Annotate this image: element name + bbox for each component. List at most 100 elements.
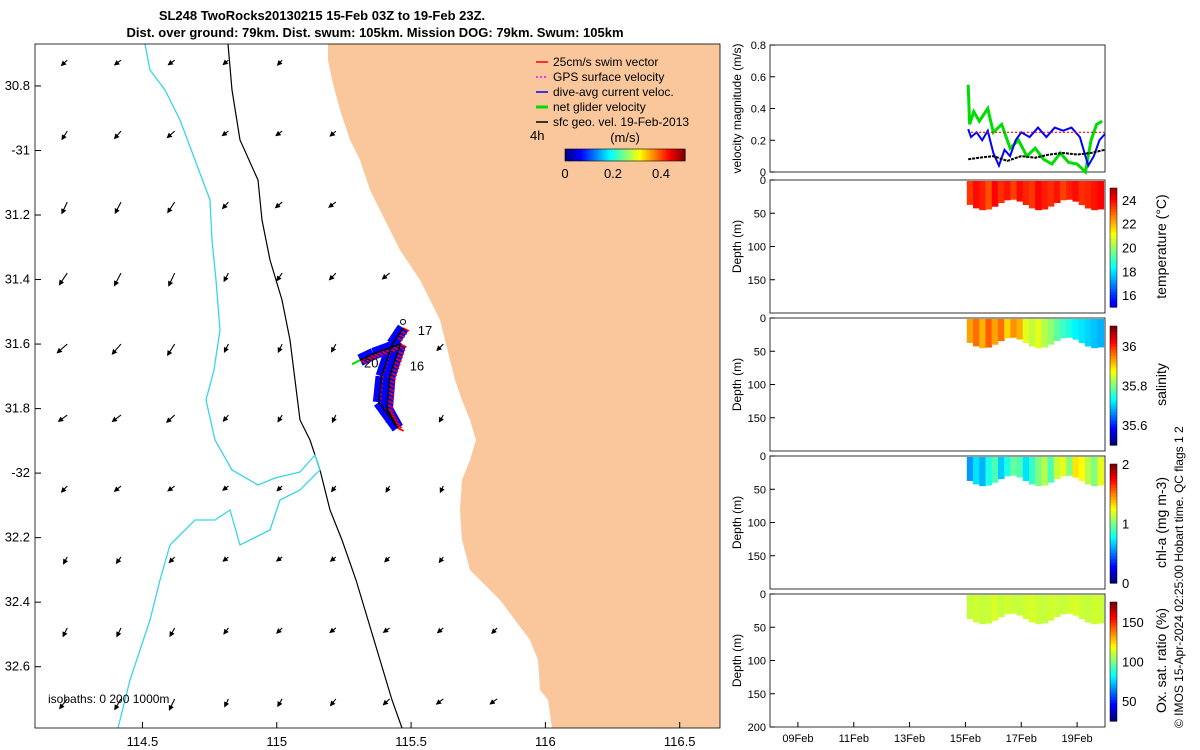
velocity-y-label: 0.4 — [751, 104, 766, 116]
swim-vector — [386, 403, 394, 409]
velocity-series-black — [968, 148, 1106, 162]
profile-cell — [1041, 457, 1049, 486]
profile-colorbar-cell — [1110, 409, 1117, 413]
profile-colorbar-cell — [1110, 304, 1117, 308]
velocity-axis-title: velocity magnitude (m/s) — [730, 43, 744, 173]
current-arrow — [328, 201, 337, 208]
profile-colorbar-cell — [1110, 685, 1117, 689]
profile-cell — [1078, 319, 1086, 344]
y-tick-label: 32.6 — [5, 659, 30, 674]
current-arrow — [57, 414, 68, 423]
profile-cell — [1010, 595, 1018, 614]
profile-colorbar-cell — [1110, 616, 1117, 621]
profile-cell — [1091, 595, 1098, 625]
colorbar-cell — [593, 149, 596, 161]
velocity-y-label: 0 — [760, 167, 766, 179]
profile-colorbar-cell — [1110, 436, 1117, 440]
profile-colorbar-cell — [1110, 664, 1117, 669]
track-line — [359, 327, 404, 429]
current-arrow — [329, 556, 337, 562]
profile-colorbar-cell — [1110, 556, 1117, 560]
current-arrow — [166, 343, 176, 357]
profile-colorbar-cell — [1110, 274, 1117, 278]
track-day-label: 17 — [418, 323, 432, 338]
profile-colorbar-tick: 35.8 — [1122, 379, 1147, 394]
colorbar-cell — [623, 149, 626, 161]
time-tick-label: 11Feb — [839, 733, 869, 745]
profile-colorbar-cell — [1110, 655, 1117, 660]
profile-cell — [1004, 181, 1011, 201]
time-tick-label: 19Feb — [1061, 733, 1092, 745]
current-arrow — [61, 201, 68, 215]
profile-colorbar-cell — [1110, 520, 1117, 525]
depth-tick-label: 100 — [748, 380, 766, 392]
colorbar-cell — [589, 149, 592, 161]
track-labels: 17 20 16 — [364, 323, 432, 373]
current-arrow — [275, 130, 283, 137]
current-arrow — [435, 698, 444, 705]
depth-axis-title: Depth (m) — [730, 358, 744, 411]
current-arrow — [221, 130, 229, 137]
y-tick-label: 30.8 — [5, 78, 30, 93]
profile-colorbar-frame — [1109, 601, 1118, 722]
legend-entry: dive-avg current veloc. — [553, 85, 674, 99]
colorbar-cell — [567, 149, 570, 161]
profile-colorbar-cell — [1110, 301, 1117, 305]
colorbar-cell — [667, 149, 670, 161]
current-arrow — [330, 485, 337, 493]
time-tick-label: 13Feb — [894, 733, 925, 745]
profile-cell — [1053, 595, 1061, 617]
colorbar-cell — [645, 149, 648, 161]
colorbar-cell — [575, 149, 578, 161]
depth-tick-label: 0 — [760, 175, 766, 187]
profile-colorbar-tick: 36 — [1122, 339, 1136, 354]
profile-colorbar-cell — [1110, 574, 1117, 578]
colorbar-cell — [625, 149, 628, 161]
profile-colorbar-cell — [1110, 487, 1117, 492]
profile-colorbar-cell — [1110, 658, 1117, 663]
current-arrow — [168, 556, 176, 564]
current-arrow — [114, 201, 122, 215]
velocity-panel: 0 0.2 0.4 0.6 0.8 velocity magnitude (m/s) — [730, 40, 1106, 179]
profile-cell — [973, 181, 980, 209]
depth-tick-label: 200 — [748, 722, 766, 734]
profile-colorbar-cell — [1110, 430, 1117, 434]
profile-cell — [1097, 457, 1105, 486]
profile-cell — [1010, 457, 1018, 476]
current-arrow — [58, 272, 68, 286]
colorbar-cell — [635, 149, 638, 161]
profile-colorbar-cell — [1110, 326, 1117, 330]
profile-cell — [1060, 457, 1067, 477]
y-tick-label: 31.4 — [5, 272, 30, 287]
colorbar-cell — [579, 149, 582, 161]
track-day-label: 16 — [410, 359, 424, 374]
profile-colorbar-frame — [1109, 463, 1118, 584]
colorbar-cell — [681, 149, 684, 161]
colorbar-cell — [577, 149, 580, 161]
profile-cell — [1053, 181, 1061, 203]
current-arrow — [222, 414, 229, 422]
map-axis-ticks: 114.5 115 115.5 116 116.5 30.8 -31 31.2 31.4 31.6… — [5, 78, 696, 749]
colorbar-cell — [651, 149, 654, 161]
profile-cell — [1004, 595, 1011, 615]
profile-cell — [1084, 595, 1092, 623]
profile-colorbar-cell — [1110, 331, 1117, 336]
profile-colorbar-cell — [1110, 553, 1117, 557]
profile-colorbar-cell — [1110, 379, 1117, 384]
profile-colorbar-cell — [1110, 394, 1117, 398]
current-arrow — [276, 272, 283, 282]
current-arrow — [111, 343, 122, 355]
profile-colorbar-cell — [1110, 370, 1117, 375]
depth-tick-label: 50 — [754, 484, 766, 496]
current-arrow — [222, 485, 229, 491]
current-arrow — [223, 627, 229, 635]
legend-entry: 25cm/s swim vector — [553, 55, 658, 69]
profile-cell — [1072, 457, 1080, 478]
depth-tick-label: 100 — [748, 518, 766, 530]
profile-colorbar-cell — [1110, 640, 1117, 645]
colorbar-tick: 0.2 — [604, 166, 622, 181]
isobath-label: isobaths: 0 200 1000m — [48, 692, 169, 706]
profile-cell — [966, 457, 974, 481]
current-arrow — [222, 59, 229, 66]
